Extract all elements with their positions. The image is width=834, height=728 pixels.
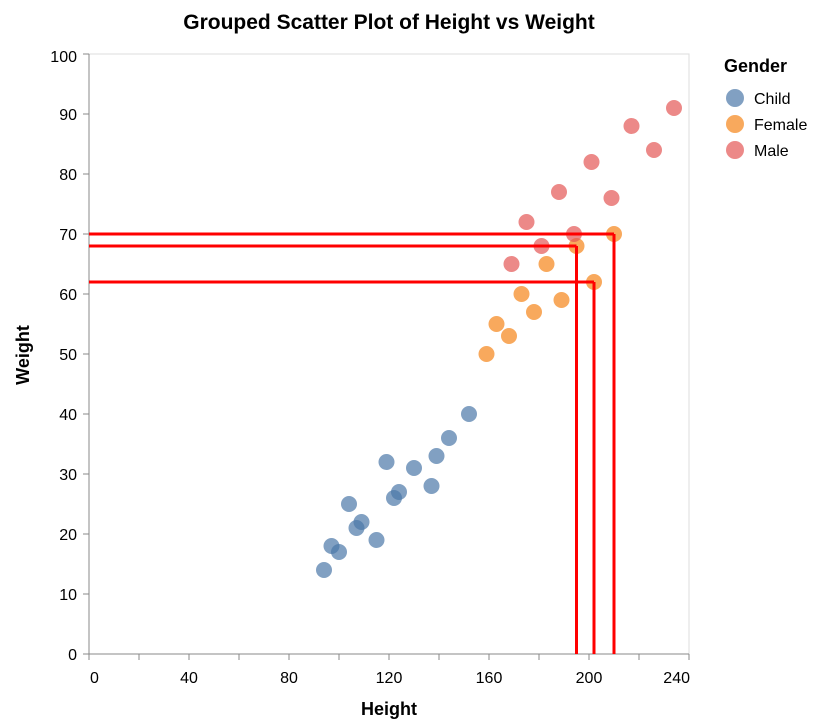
y-tick-label: 80 [59, 167, 77, 184]
y-tick-label: 70 [59, 227, 77, 244]
data-point-female [488, 316, 505, 332]
data-point-child [461, 406, 477, 422]
legend-items: Child Female Male [726, 89, 807, 160]
legend-label-female: Female [754, 117, 807, 134]
axes: 0 40 80 120 160 200 240 0 10 20 30 40 50 60 70 80 90 100 [50, 49, 690, 687]
y-tick-label: 0 [68, 647, 77, 664]
y-tick-label: 90 [59, 107, 77, 124]
reference-lines [89, 232, 616, 654]
legend-label-male: Male [754, 143, 789, 160]
chart-title: Grouped Scatter Plot of Height vs Weight [183, 11, 594, 34]
y-tick-label: 10 [59, 587, 77, 604]
data-point-female [538, 256, 555, 272]
data-point-child [353, 514, 370, 530]
data-point-child [341, 496, 357, 512]
data-point-child [391, 484, 407, 500]
data-point-female [478, 346, 495, 362]
plot-frame [88, 53, 690, 655]
data-point-male [603, 190, 620, 206]
data-point-child [331, 544, 347, 560]
x-tick-label: 0 [90, 670, 99, 687]
y-tick-label: 100 [50, 49, 77, 66]
data-point-child [441, 430, 457, 446]
legend-symbol-male [726, 141, 744, 159]
x-tick-label: 40 [180, 670, 198, 687]
data-point-male [623, 118, 640, 134]
data-point-child [368, 532, 385, 548]
data-point-male [583, 154, 600, 170]
plot-area: 0 40 80 120 160 200 240 0 10 20 30 40 50 60 70 80 90 100 [50, 49, 690, 687]
y-tick-label: 30 [59, 467, 77, 484]
x-axis-title: Height [361, 699, 417, 719]
x-tick-label: 200 [576, 670, 603, 687]
x-tick-label: 160 [476, 670, 503, 687]
x-tick-label: 80 [280, 670, 298, 687]
data-points [316, 100, 682, 578]
y-tick-label: 20 [59, 527, 77, 544]
y-tick-label: 60 [59, 287, 77, 304]
legend-title: Gender [724, 56, 787, 76]
legend-label-child: Child [754, 91, 790, 108]
data-point-female [513, 286, 530, 302]
legend-symbol-child [726, 89, 744, 107]
data-point-child [406, 460, 422, 476]
legend-symbol-female [726, 115, 744, 133]
data-point-female [526, 304, 542, 320]
data-point-male [666, 100, 682, 116]
data-point-child [378, 454, 395, 470]
y-tick-label: 40 [59, 407, 77, 424]
data-point-female [553, 292, 570, 308]
legend: Gender Child Female Male [724, 56, 807, 160]
x-tick-label: 240 [663, 670, 690, 687]
data-point-child [428, 448, 445, 464]
data-point-child [316, 562, 332, 578]
y-tick-label: 50 [59, 347, 77, 364]
y-axis-title: Weight [13, 325, 33, 385]
data-point-child [423, 478, 440, 494]
data-point-male [503, 256, 520, 272]
data-point-male [551, 184, 567, 200]
data-point-male [518, 214, 535, 230]
x-tick-label: 120 [376, 670, 403, 687]
data-point-female [501, 328, 517, 344]
data-point-male [646, 142, 662, 158]
